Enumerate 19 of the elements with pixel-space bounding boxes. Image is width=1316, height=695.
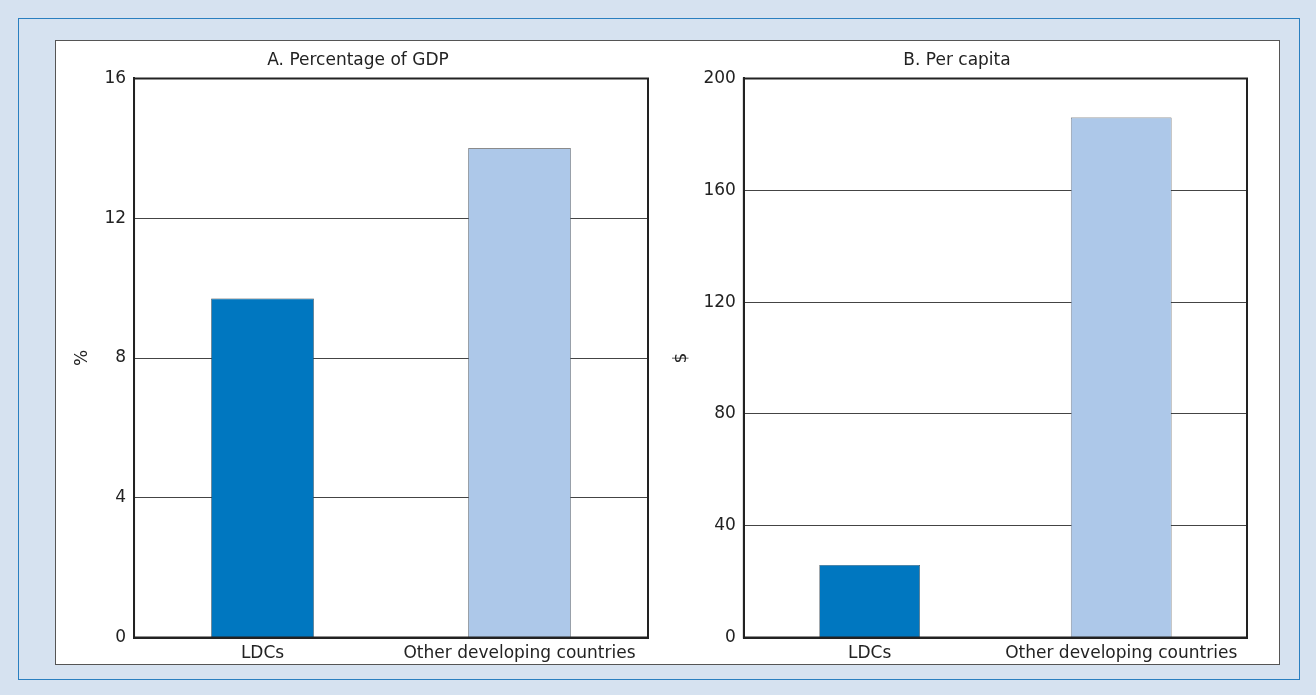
- y-axis-title: %: [70, 349, 91, 367]
- y-tick-label: 12: [104, 206, 127, 227]
- chart-title: A. Percentage of GDP: [267, 48, 449, 69]
- y-tick-label: 4: [115, 486, 127, 507]
- x-tick-label: Other developing countries: [1005, 642, 1238, 663]
- y-tick-label: 160: [703, 178, 736, 199]
- x-tick-label: Other developing countries: [403, 642, 636, 663]
- y-tick-label: 200: [703, 66, 736, 87]
- y-tick-label: 120: [703, 290, 736, 311]
- y-tick-label: 0: [115, 626, 127, 647]
- y-tick-label: 0: [725, 626, 736, 647]
- y-tick-label: 80: [714, 402, 736, 423]
- x-tick-label: LDCs: [847, 642, 892, 663]
- y-tick-label: 8: [115, 346, 127, 367]
- x-tick-label: LDCs: [240, 642, 285, 663]
- chart-title: B. Per capita: [903, 48, 1011, 69]
- y-tick-label: 16: [104, 66, 127, 87]
- y-tick-label: 40: [714, 514, 736, 535]
- y-axis-title: $: [669, 352, 690, 364]
